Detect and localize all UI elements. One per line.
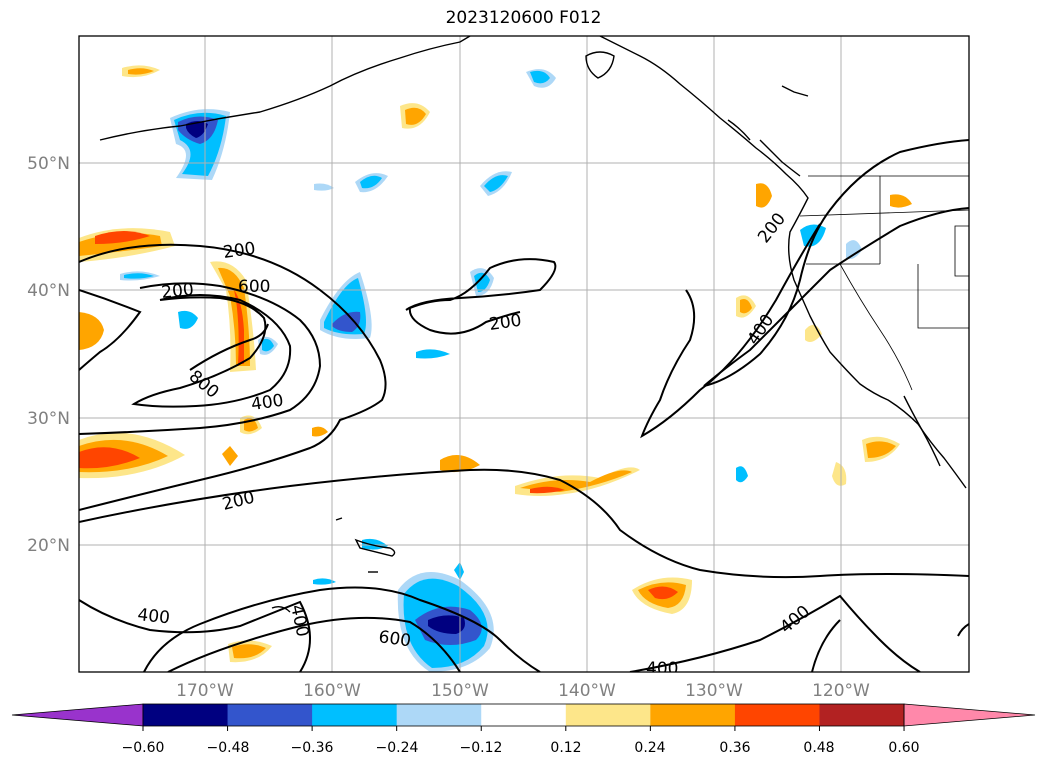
graticule (79, 36, 969, 672)
colorbar-segment (565, 704, 651, 726)
contour-label: 400 (646, 659, 678, 679)
latitude-labels: 50°N 40°N 30°N 20°N (27, 154, 70, 556)
colorbar-frame (142, 703, 905, 727)
map-title: 2023120600 F012 (445, 8, 602, 28)
colorbar-segment (650, 704, 736, 726)
contour-label: 600 (377, 627, 412, 651)
lon-label-160w: 160°W (303, 681, 361, 701)
colorbar-tick-label: −0.48 (207, 740, 250, 756)
lat-label-40n: 40°N (27, 281, 70, 301)
lon-label-170w: 170°W (176, 681, 234, 701)
colorbar-segment (143, 704, 229, 726)
colorbar-tick-label: 0.24 (634, 740, 665, 756)
colorbar-segment (734, 704, 820, 726)
lat-label-30n: 30°N (27, 409, 70, 429)
colorbar-tick-label: −0.36 (291, 740, 334, 756)
colorbar-segment (396, 704, 482, 726)
colorbar-tick-label: −0.60 (122, 740, 165, 756)
contour-label: 200 (488, 311, 523, 335)
colorbar-tick-label: 0.48 (803, 740, 834, 756)
colorbar-segment (819, 704, 905, 726)
contour-label: 600 (238, 277, 270, 297)
contour-label: 200 (222, 239, 257, 263)
colorbar-tick-label: 0.60 (888, 740, 919, 756)
lon-label-140w: 140°W (558, 681, 616, 701)
anomaly-shading (79, 65, 912, 672)
lat-label-50n: 50°N (27, 154, 70, 174)
map-background (79, 36, 969, 672)
contour-label: 400 (136, 605, 170, 628)
colorbar-extend-high (903, 703, 1036, 727)
lon-label-130w: 130°W (685, 681, 743, 701)
colorbar-segment (227, 704, 313, 726)
coastlines (99, 36, 967, 613)
map-frame (78, 35, 970, 673)
colorbar-tick-label: 0.36 (719, 740, 750, 756)
contour-label: 200 (160, 280, 194, 303)
colorbar-segment (481, 704, 567, 726)
longitude-labels: 170°W 160°W 150°W 140°W 130°W 120°W (176, 681, 870, 701)
colorbar-tick-labels: −0.60 −0.48 −0.36 −0.24 −0.12 0.12 0.24 … (122, 740, 920, 756)
contour-label: 400 (250, 391, 285, 415)
state-borders (799, 175, 969, 391)
lat-label-20n: 20°N (27, 536, 70, 556)
colorbar (11, 703, 1036, 731)
colorbar-segment (312, 704, 398, 726)
colorbar-tick-label: −0.24 (376, 740, 419, 756)
colorbar-tick-label: 0.12 (550, 740, 581, 756)
lon-label-120w: 120°W (812, 681, 870, 701)
height-contours (79, 139, 969, 672)
colorbar-extend-low (11, 703, 144, 727)
colorbar-tick-label: −0.12 (460, 740, 503, 756)
lon-label-150w: 150°W (431, 681, 489, 701)
